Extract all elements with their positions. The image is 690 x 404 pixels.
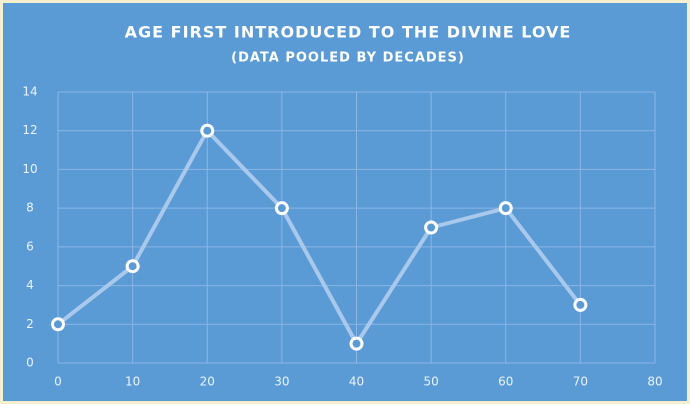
x-tick-label: 30	[274, 375, 289, 389]
y-tick-label: 12	[22, 123, 37, 137]
y-tick-label: 0	[26, 356, 34, 370]
x-tick-label: 0	[54, 375, 62, 389]
x-tick-label: 60	[498, 375, 513, 389]
y-tick-label: 8	[26, 201, 34, 215]
y-tick-label: 10	[22, 162, 37, 176]
data-point	[200, 123, 215, 138]
data-line	[56, 128, 582, 346]
y-tick-label: 4	[26, 278, 34, 292]
data-point	[51, 317, 65, 332]
x-tick-label: 70	[573, 375, 588, 389]
y-tick-label: 6	[26, 239, 34, 253]
chart-title: AGE FIRST INTRODUCED TO THE DIVINE LOVE	[125, 23, 572, 42]
x-tick-label: 40	[349, 375, 364, 389]
x-tick-label: 20	[200, 375, 215, 389]
x-tick-label: 50	[423, 375, 438, 389]
y-tick-label: 14	[22, 85, 37, 99]
x-tick-label: 80	[647, 375, 662, 389]
data-point	[349, 336, 364, 351]
data-point	[274, 201, 289, 216]
data-point	[424, 220, 439, 235]
data-point	[498, 201, 513, 216]
y-tick-label: 2	[26, 317, 34, 331]
chart-background	[3, 3, 687, 401]
x-tick-label: 10	[125, 375, 140, 389]
data-point	[125, 259, 140, 274]
data-point	[573, 297, 588, 312]
chart-subtitle: (DATA POOLED BY DECADES)	[231, 51, 465, 66]
